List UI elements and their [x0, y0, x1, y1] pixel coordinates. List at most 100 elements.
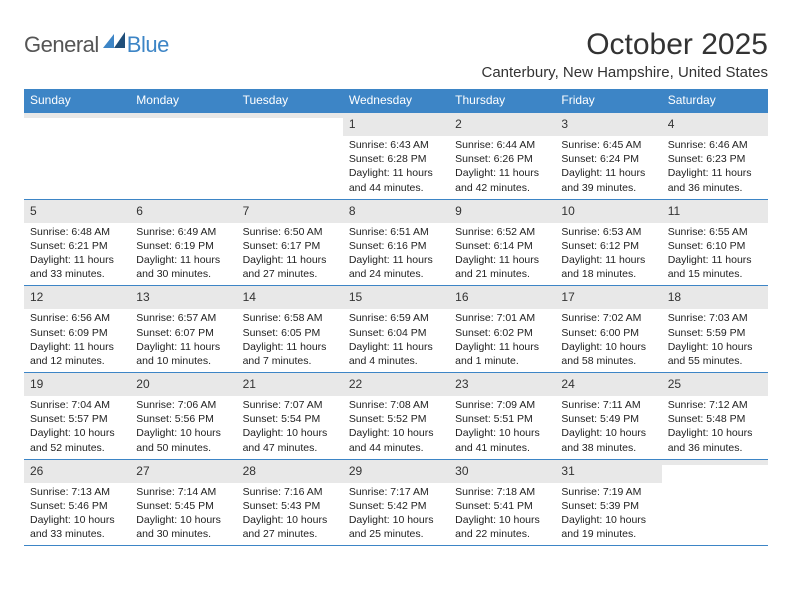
weekday-header-row: SundayMondayTuesdayWednesdayThursdayFrid…: [24, 89, 768, 112]
sunset-text: Sunset: 6:10 PM: [668, 239, 762, 253]
day-number-row: 4: [662, 113, 768, 136]
day-number: 10: [561, 204, 574, 218]
daylight1-text: Daylight: 10 hours: [561, 426, 655, 440]
day-number-row: 1: [343, 113, 449, 136]
sunset-text: Sunset: 6:21 PM: [30, 239, 124, 253]
sunrise-text: Sunrise: 7:14 AM: [136, 485, 230, 499]
sunrise-text: Sunrise: 7:11 AM: [561, 398, 655, 412]
day-cell: 14Sunrise: 6:58 AMSunset: 6:05 PMDayligh…: [237, 286, 343, 372]
sunrise-text: Sunrise: 7:17 AM: [349, 485, 443, 499]
day-number: 22: [349, 377, 362, 391]
day-number-row: 27: [130, 460, 236, 483]
daylight2-text: and 33 minutes.: [30, 527, 124, 541]
sunset-text: Sunset: 6:16 PM: [349, 239, 443, 253]
day-number: 19: [30, 377, 43, 391]
sunrise-text: Sunrise: 6:48 AM: [30, 225, 124, 239]
sunset-text: Sunset: 5:56 PM: [136, 412, 230, 426]
sunset-text: Sunset: 5:42 PM: [349, 499, 443, 513]
day-body: Sunrise: 6:59 AMSunset: 6:04 PMDaylight:…: [343, 309, 449, 372]
daylight2-text: and 19 minutes.: [561, 527, 655, 541]
sunrise-text: Sunrise: 7:19 AM: [561, 485, 655, 499]
day-number-row: 26: [24, 460, 130, 483]
day-number: 26: [30, 464, 43, 478]
day-cell: 18Sunrise: 7:03 AMSunset: 5:59 PMDayligh…: [662, 286, 768, 372]
daylight2-text: and 55 minutes.: [668, 354, 762, 368]
sunrise-text: Sunrise: 7:01 AM: [455, 311, 549, 325]
sunrise-text: Sunrise: 6:57 AM: [136, 311, 230, 325]
day-number: 20: [136, 377, 149, 391]
day-body: Sunrise: 6:51 AMSunset: 6:16 PMDaylight:…: [343, 223, 449, 286]
daylight2-text: and 47 minutes.: [243, 441, 337, 455]
daylight1-text: Daylight: 10 hours: [561, 340, 655, 354]
day-cell: 31Sunrise: 7:19 AMSunset: 5:39 PMDayligh…: [555, 460, 661, 546]
day-number: 17: [561, 290, 574, 304]
day-body: Sunrise: 6:57 AMSunset: 6:07 PMDaylight:…: [130, 309, 236, 372]
day-number: 13: [136, 290, 149, 304]
daylight1-text: Daylight: 10 hours: [243, 426, 337, 440]
day-cell: 17Sunrise: 7:02 AMSunset: 6:00 PMDayligh…: [555, 286, 661, 372]
sunrise-text: Sunrise: 7:16 AM: [243, 485, 337, 499]
empty-day-cell: [130, 113, 236, 199]
day-body: Sunrise: 7:04 AMSunset: 5:57 PMDaylight:…: [24, 396, 130, 459]
logo-word-1: General: [24, 32, 99, 58]
daylight1-text: Daylight: 10 hours: [455, 426, 549, 440]
daylight1-text: Daylight: 11 hours: [668, 166, 762, 180]
day-number-row: 7: [237, 200, 343, 223]
sunrise-text: Sunrise: 7:02 AM: [561, 311, 655, 325]
daylight2-text: and 7 minutes.: [243, 354, 337, 368]
day-body: Sunrise: 7:16 AMSunset: 5:43 PMDaylight:…: [237, 483, 343, 546]
sunrise-text: Sunrise: 6:46 AM: [668, 138, 762, 152]
sunrise-text: Sunrise: 6:58 AM: [243, 311, 337, 325]
day-number: 7: [243, 204, 250, 218]
daylight2-text: and 52 minutes.: [30, 441, 124, 455]
day-cell: 9Sunrise: 6:52 AMSunset: 6:14 PMDaylight…: [449, 200, 555, 286]
day-body: Sunrise: 6:44 AMSunset: 6:26 PMDaylight:…: [449, 136, 555, 199]
day-cell: 21Sunrise: 7:07 AMSunset: 5:54 PMDayligh…: [237, 373, 343, 459]
day-body: Sunrise: 6:45 AMSunset: 6:24 PMDaylight:…: [555, 136, 661, 199]
day-number-row: 25: [662, 373, 768, 396]
daylight2-text: and 10 minutes.: [136, 354, 230, 368]
daylight1-text: Daylight: 11 hours: [30, 253, 124, 267]
day-number-row: 12: [24, 286, 130, 309]
day-number-row: 21: [237, 373, 343, 396]
daylight1-text: Daylight: 11 hours: [136, 253, 230, 267]
day-body: Sunrise: 7:19 AMSunset: 5:39 PMDaylight:…: [555, 483, 661, 546]
sunrise-text: Sunrise: 7:08 AM: [349, 398, 443, 412]
day-body: Sunrise: 6:52 AMSunset: 6:14 PMDaylight:…: [449, 223, 555, 286]
sunrise-text: Sunrise: 7:13 AM: [30, 485, 124, 499]
sunrise-text: Sunrise: 7:06 AM: [136, 398, 230, 412]
day-number: 24: [561, 377, 574, 391]
sunset-text: Sunset: 6:28 PM: [349, 152, 443, 166]
daylight2-text: and 42 minutes.: [455, 181, 549, 195]
daylight1-text: Daylight: 11 hours: [455, 253, 549, 267]
week-row: 19 Sunrise: 7:04 AMSunset: 5:57 PMDayligh…: [24, 372, 768, 459]
daylight1-text: Daylight: 11 hours: [349, 166, 443, 180]
daylight1-text: Daylight: 10 hours: [136, 426, 230, 440]
day-body: [237, 118, 343, 124]
sunrise-text: Sunrise: 6:52 AM: [455, 225, 549, 239]
sunset-text: Sunset: 5:45 PM: [136, 499, 230, 513]
daylight1-text: Daylight: 10 hours: [349, 513, 443, 527]
sunrise-text: Sunrise: 6:56 AM: [30, 311, 124, 325]
daylight1-text: Daylight: 10 hours: [30, 513, 124, 527]
daylight2-text: and 18 minutes.: [561, 267, 655, 281]
daylight2-text: and 21 minutes.: [455, 267, 549, 281]
daylight1-text: Daylight: 10 hours: [561, 513, 655, 527]
day-body: Sunrise: 6:50 AMSunset: 6:17 PMDaylight:…: [237, 223, 343, 286]
day-number-row: 13: [130, 286, 236, 309]
daylight2-text: and 1 minute.: [455, 354, 549, 368]
sunrise-text: Sunrise: 6:55 AM: [668, 225, 762, 239]
day-body: Sunrise: 7:13 AMSunset: 5:46 PMDaylight:…: [24, 483, 130, 546]
sunset-text: Sunset: 6:24 PM: [561, 152, 655, 166]
week-row: 26 Sunrise: 7:13 AMSunset: 5:46 PMDayligh…: [24, 459, 768, 547]
day-cell: 27Sunrise: 7:14 AMSunset: 5:45 PMDayligh…: [130, 460, 236, 546]
sunrise-text: Sunrise: 6:44 AM: [455, 138, 549, 152]
sunset-text: Sunset: 5:49 PM: [561, 412, 655, 426]
day-cell: 28Sunrise: 7:16 AMSunset: 5:43 PMDayligh…: [237, 460, 343, 546]
day-number-row: 10: [555, 200, 661, 223]
sunrise-text: Sunrise: 6:50 AM: [243, 225, 337, 239]
day-body: Sunrise: 7:03 AMSunset: 5:59 PMDaylight:…: [662, 309, 768, 372]
sunrise-text: Sunrise: 7:09 AM: [455, 398, 549, 412]
weekday-header: Wednesday: [343, 89, 449, 112]
weekday-header: Sunday: [24, 89, 130, 112]
